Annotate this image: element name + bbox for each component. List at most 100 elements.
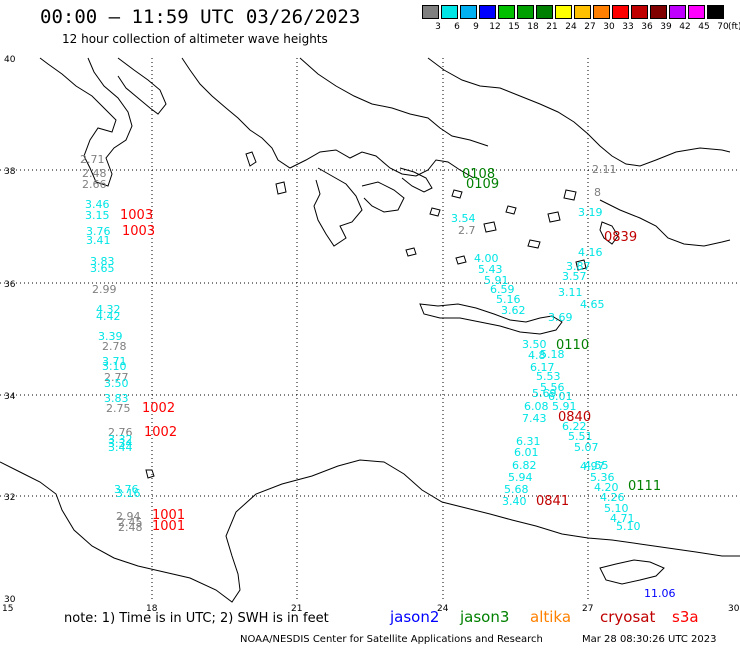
lon-label-30: 30 bbox=[728, 604, 740, 614]
sat-label-jason2: jason2 bbox=[390, 608, 440, 626]
wave-height-label: 2.94 bbox=[116, 510, 141, 523]
legend-tick-label: 36 bbox=[641, 22, 653, 32]
wave-height-readings: 2.712.482.663.463.153.763.413.833.652.99… bbox=[80, 153, 676, 600]
wave-height-label: 5.18 bbox=[540, 348, 565, 361]
wave-height-label: 4.97 bbox=[580, 460, 605, 473]
lon-label-24: 24 bbox=[437, 604, 449, 614]
legend-swatch bbox=[441, 5, 458, 19]
wave-height-label: 3.50 bbox=[104, 377, 129, 390]
wave-height-label: 3.71 bbox=[102, 355, 127, 368]
legend-unit-label: (ft) bbox=[728, 22, 740, 32]
wave-height-label: 8 bbox=[594, 186, 601, 199]
balkans-coastline bbox=[181, 57, 475, 179]
legend-swatch bbox=[517, 5, 534, 19]
wave-height-label: 3.83 bbox=[90, 255, 115, 268]
pass-time-label: 1003 bbox=[122, 224, 155, 239]
pass-time-label: 0839 bbox=[604, 230, 637, 245]
legend-swatch bbox=[631, 5, 648, 19]
wave-height-label: 3.46 bbox=[85, 198, 110, 211]
crete-coastline bbox=[419, 303, 563, 335]
legend-swatch bbox=[422, 5, 439, 19]
pass-time-label: 0109 bbox=[466, 177, 499, 192]
pass-times: 1003100310021002100110010108010901100111… bbox=[120, 167, 661, 534]
wave-height-label: 5.68 bbox=[504, 483, 529, 496]
wave-height-label: 4.00 bbox=[474, 252, 499, 265]
lat-label-40: 40 bbox=[4, 55, 16, 65]
wave-height-label: 4.65 bbox=[580, 298, 605, 311]
legend-tick-label: 27 bbox=[584, 22, 596, 32]
ionian-island-2 bbox=[275, 181, 287, 195]
legend-swatch bbox=[574, 5, 591, 19]
wave-height-label: 2.71 bbox=[80, 153, 105, 166]
legend-swatch bbox=[650, 5, 667, 19]
pass-time-label: 1002 bbox=[144, 425, 177, 440]
lon-label-15: 15 bbox=[2, 604, 13, 614]
credit-line: NOAA/NESDIS Center for Satellite Applica… bbox=[240, 634, 543, 645]
wave-height-label: 2.66 bbox=[82, 178, 107, 191]
legend-swatch bbox=[498, 5, 515, 19]
aegean-island-8 bbox=[575, 259, 587, 271]
wave-height-label: 6.01 bbox=[514, 446, 539, 459]
thrace-coastline bbox=[299, 57, 489, 147]
turkey-coastline bbox=[427, 57, 731, 167]
wave-height-label: 4.26 bbox=[600, 491, 625, 504]
legend-swatch bbox=[479, 5, 496, 19]
sat-label-s3a: s3a bbox=[672, 608, 699, 626]
legend-tick-label: 12 bbox=[489, 22, 501, 32]
wave-height-label: 3.87 bbox=[566, 260, 591, 273]
wave-height-label: 3.54 bbox=[451, 212, 476, 225]
legend-tick-label: 42 bbox=[679, 22, 691, 32]
africa-coastline bbox=[0, 459, 740, 603]
aegean-island-3 bbox=[483, 221, 497, 233]
wave-height-label: 3.16 bbox=[116, 487, 141, 500]
legend-tick-label: 6 bbox=[454, 22, 460, 32]
evia-coastline bbox=[399, 167, 433, 193]
pass-time-label: 1001 bbox=[152, 519, 185, 534]
wave-height-label: 5.91 bbox=[552, 400, 577, 413]
wave-height-label: 6.17 bbox=[530, 361, 555, 374]
aegean-island-9 bbox=[455, 255, 467, 265]
generated-timestamp: Mar 28 08:30:26 UTC 2023 bbox=[582, 634, 717, 645]
wave-height-label: 4.20 bbox=[594, 481, 619, 494]
pass-time-label: 1003 bbox=[120, 208, 153, 223]
page-title: 00:00 – 11:59 UTC 03/26/2023 bbox=[40, 6, 361, 28]
rhodes-coastline bbox=[599, 221, 619, 245]
wave-height-label: 5.36 bbox=[590, 471, 615, 484]
wave-height-label: 4.55 bbox=[584, 459, 609, 472]
attica-coastline bbox=[361, 181, 405, 213]
legend-tick-label: 21 bbox=[546, 22, 558, 32]
wave-height-label: 3.32 bbox=[108, 433, 133, 446]
wave-height-label: 3.69 bbox=[548, 311, 573, 324]
pass-time-label: 0111 bbox=[628, 479, 661, 494]
malta-coastline bbox=[145, 469, 155, 479]
wave-height-label: 6.31 bbox=[516, 435, 541, 448]
pass-time-label: 1002 bbox=[142, 401, 175, 416]
lat-label-34: 34 bbox=[4, 392, 16, 402]
legend-swatch bbox=[707, 5, 724, 19]
lat-label-32: 32 bbox=[4, 493, 15, 503]
wave-height-label: 2.77 bbox=[104, 371, 129, 384]
italy-coastline bbox=[39, 57, 133, 187]
wave-height-label: 3.57 bbox=[562, 270, 587, 283]
wave-height-label: 2.48 bbox=[118, 521, 143, 534]
wave-height-label: 2.75 bbox=[106, 402, 131, 415]
aegean-island-6 bbox=[547, 211, 561, 223]
legend-tick-label: 70 bbox=[717, 22, 729, 32]
wave-height-label: 3.34 bbox=[108, 437, 133, 450]
wave-height-label: 3.41 bbox=[86, 234, 111, 247]
wave-height-label: 5.51 bbox=[568, 430, 593, 443]
legend-tick-label: 39 bbox=[660, 22, 672, 32]
wave-height-label: 4.8 bbox=[528, 349, 546, 362]
aegean-island-5 bbox=[527, 239, 541, 249]
sat-label-jason3: jason3 bbox=[460, 608, 510, 626]
wave-height-label: 2.11 bbox=[592, 163, 617, 176]
wave-height-label: 3.11 bbox=[558, 286, 583, 299]
wave-height-label: 5.43 bbox=[478, 263, 503, 276]
aegean-island-4 bbox=[505, 205, 517, 215]
pass-time-label: 0841 bbox=[536, 494, 569, 509]
sat-label-cryosat: cryosat bbox=[600, 608, 656, 626]
aegean-island-7 bbox=[563, 189, 577, 201]
wave-height-label: 3.40 bbox=[502, 495, 527, 508]
anatolia-south-coastline bbox=[599, 199, 731, 247]
pass-time-label: 1001 bbox=[152, 508, 185, 523]
